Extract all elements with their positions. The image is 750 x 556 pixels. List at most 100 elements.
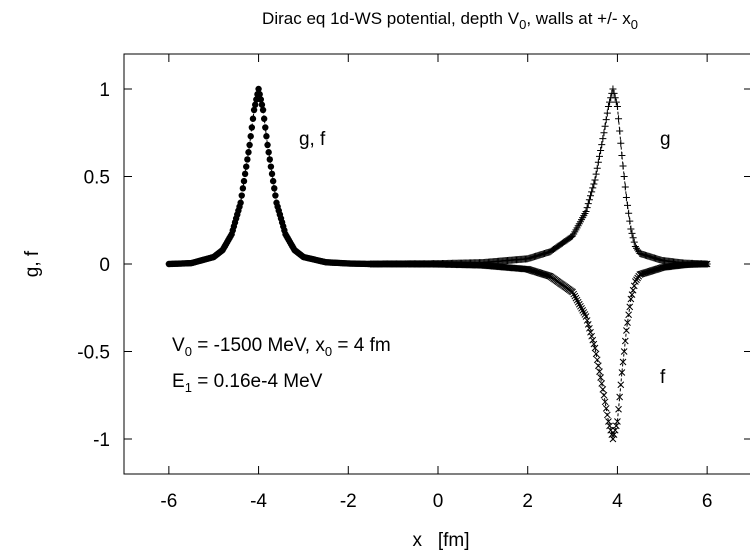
data-point — [263, 133, 270, 140]
data-point — [702, 260, 710, 268]
data-point — [610, 89, 618, 97]
data-point — [594, 158, 602, 166]
data-point — [260, 115, 268, 122]
data-point — [580, 309, 588, 316]
data-point — [611, 426, 619, 434]
data-point — [244, 156, 251, 163]
y-axis-label: g, f — [22, 250, 43, 277]
axis-ticks: -6 -4 -2 0 2 4 6 1 0.5 0 -0.5 -1 — [77, 54, 750, 512]
data-point — [619, 162, 627, 170]
data-point — [584, 321, 592, 328]
data-point — [253, 96, 260, 103]
data-point — [618, 369, 626, 376]
data-point — [616, 127, 624, 135]
data-point — [630, 238, 638, 246]
data-point — [629, 234, 637, 242]
data-point — [623, 327, 630, 334]
data-point — [241, 170, 249, 178]
data-point — [575, 300, 583, 308]
data-point — [592, 170, 600, 178]
chart-title: Dirac eq 1d-WS potential, depth V0, wall… — [262, 9, 638, 32]
param-v-value: = -1500 MeV, x — [192, 335, 325, 356]
data-point — [589, 184, 597, 192]
data-point — [601, 398, 609, 406]
data-point — [265, 149, 272, 156]
data-point — [578, 304, 585, 312]
data-point — [249, 115, 257, 122]
series-line-g_right — [370, 87, 708, 265]
data-point — [621, 183, 629, 191]
data-point — [583, 204, 591, 212]
data-point — [596, 368, 603, 375]
data-point — [592, 350, 600, 358]
data-point — [570, 290, 578, 298]
data-point — [605, 418, 612, 425]
data-point — [599, 135, 607, 143]
data-point — [239, 185, 247, 192]
data-point — [598, 380, 606, 387]
data-point — [626, 217, 634, 225]
data-point — [613, 103, 621, 110]
data-point — [247, 133, 254, 140]
title-sub-1: 0 — [519, 17, 526, 32]
data-point — [588, 188, 596, 196]
data-point — [267, 163, 275, 170]
data-point — [588, 332, 595, 340]
data-point — [591, 176, 599, 184]
x-tick-label: -4 — [250, 491, 267, 512]
data-point — [577, 302, 584, 310]
data-point — [611, 94, 619, 102]
data-point — [630, 282, 638, 290]
param-v-sub: 0 — [185, 344, 192, 359]
data-point — [615, 115, 623, 123]
param-e-value: = 0.16e-4 MeV — [192, 371, 323, 392]
title-text-2: , walls at +/- x — [526, 9, 631, 28]
data-point — [616, 393, 624, 401]
data-point — [595, 362, 602, 370]
data-point — [625, 311, 632, 319]
x-tick-label: -6 — [160, 491, 177, 512]
data-point — [583, 317, 591, 324]
data-point — [621, 337, 629, 345]
x-tick-label: 6 — [702, 491, 713, 512]
data-point — [257, 96, 265, 103]
data-point — [597, 146, 605, 154]
data-point — [590, 340, 598, 348]
series-line-left_peak — [168, 88, 371, 265]
data-point — [606, 422, 613, 430]
data-point — [585, 196, 593, 204]
data-point — [238, 192, 245, 199]
curve-annotations: g, f g f — [299, 129, 671, 388]
data-point — [590, 180, 598, 188]
data-point — [601, 122, 609, 130]
data-point — [262, 124, 269, 131]
data-point — [272, 192, 279, 199]
data-point — [584, 200, 592, 208]
data-point — [608, 431, 616, 438]
data-point — [612, 98, 620, 106]
y-tick-label: -1 — [93, 430, 110, 451]
annotation-gf_left: g, f — [299, 129, 326, 150]
data-point — [618, 152, 626, 159]
data-point — [258, 101, 266, 108]
data-point — [589, 336, 597, 344]
data-point — [587, 328, 594, 336]
data-point — [579, 307, 587, 314]
data-point — [703, 260, 711, 268]
data-point — [593, 164, 601, 172]
data-point — [627, 225, 635, 233]
data-point — [581, 311, 589, 318]
param-e: E — [172, 371, 185, 392]
x-tick-label: -2 — [340, 491, 357, 512]
data-point — [602, 116, 610, 124]
data-point — [587, 192, 595, 200]
data-point — [622, 194, 630, 201]
data-point — [240, 177, 248, 185]
data-point — [609, 85, 617, 93]
data-point — [597, 374, 604, 381]
data-point — [604, 103, 612, 110]
data-point — [627, 295, 635, 303]
x-tick-label: 2 — [522, 491, 533, 512]
annotation-g_right: g — [660, 129, 671, 150]
